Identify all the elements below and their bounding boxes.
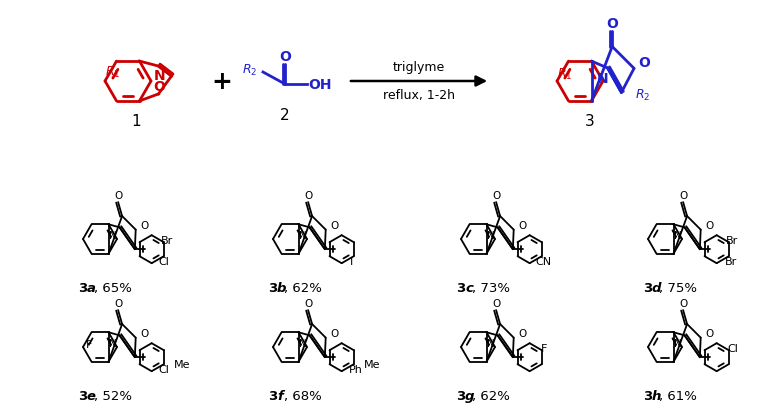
Text: O: O [638, 56, 650, 70]
Text: , 62%: , 62% [284, 282, 322, 295]
Text: O: O [140, 328, 149, 338]
Text: , 68%: , 68% [284, 389, 322, 402]
Text: O: O [705, 328, 714, 338]
Text: $R_1$: $R_1$ [105, 64, 120, 79]
Text: , 52%: , 52% [94, 389, 132, 402]
Text: 3: 3 [78, 389, 88, 402]
Text: 3: 3 [456, 282, 465, 295]
Text: O: O [518, 328, 527, 338]
Text: Br: Br [725, 256, 737, 267]
Text: $R_2$: $R_2$ [636, 88, 651, 103]
Text: reflux, 1-2h: reflux, 1-2h [383, 89, 455, 102]
Text: O: O [304, 298, 312, 308]
Text: F: F [540, 344, 547, 353]
Text: N: N [487, 231, 494, 241]
Text: 3: 3 [268, 282, 277, 295]
Text: 3: 3 [643, 282, 653, 295]
Text: N: N [673, 231, 681, 241]
Text: O: O [279, 50, 291, 64]
Text: 3: 3 [456, 389, 465, 402]
Text: triglyme: triglyme [393, 61, 445, 74]
Text: N: N [109, 339, 116, 348]
Text: OH: OH [308, 78, 332, 92]
Text: $R_2$: $R_2$ [243, 62, 257, 77]
Text: , 62%: , 62% [472, 389, 510, 402]
Text: O: O [679, 191, 687, 200]
Text: Me: Me [174, 360, 190, 369]
Text: 3: 3 [78, 282, 88, 295]
Text: O: O [331, 220, 339, 230]
Text: O: O [304, 191, 312, 200]
Text: +: + [212, 70, 232, 94]
Text: , 75%: , 75% [659, 282, 697, 295]
Text: 1: 1 [131, 114, 141, 129]
Text: Ph: Ph [349, 364, 363, 374]
Text: Cl: Cl [727, 344, 738, 353]
Text: O: O [518, 220, 527, 230]
Text: O: O [140, 220, 149, 230]
Text: 2: 2 [281, 107, 290, 122]
Text: CN: CN [536, 256, 552, 267]
Text: Cl: Cl [158, 364, 169, 374]
Text: O: O [114, 191, 122, 200]
Text: N: N [673, 339, 681, 348]
Text: N: N [109, 231, 116, 241]
Text: e: e [87, 389, 96, 402]
Text: c: c [465, 282, 473, 295]
Text: , 65%: , 65% [94, 282, 132, 295]
Text: d: d [652, 282, 662, 295]
Text: Me: Me [363, 360, 380, 369]
Text: N: N [298, 231, 306, 241]
Text: I: I [350, 256, 353, 267]
Text: O: O [679, 298, 687, 308]
Text: , 61%: , 61% [659, 389, 697, 402]
Text: O: O [492, 298, 500, 308]
Text: N: N [298, 339, 306, 348]
Text: O: O [492, 191, 500, 200]
Text: O: O [705, 220, 714, 230]
Text: 3: 3 [643, 389, 653, 402]
Text: O: O [114, 298, 122, 308]
Text: Br: Br [160, 236, 173, 245]
Text: b: b [277, 282, 287, 295]
Text: a: a [87, 282, 96, 295]
Text: N: N [597, 72, 608, 86]
Text: g: g [465, 389, 474, 402]
Text: f: f [277, 389, 283, 402]
Text: h: h [652, 389, 661, 402]
Text: N: N [487, 339, 494, 348]
Text: $R_1$: $R_1$ [556, 66, 572, 81]
Text: O: O [606, 16, 618, 30]
Text: 3: 3 [585, 114, 595, 129]
Text: O: O [331, 328, 339, 338]
Text: N: N [153, 69, 165, 83]
Text: F: F [86, 339, 93, 349]
Text: , 73%: , 73% [472, 282, 510, 295]
Text: O: O [153, 80, 165, 94]
Text: 3: 3 [268, 389, 277, 402]
Text: Cl: Cl [158, 256, 169, 267]
Text: Br: Br [725, 236, 738, 245]
